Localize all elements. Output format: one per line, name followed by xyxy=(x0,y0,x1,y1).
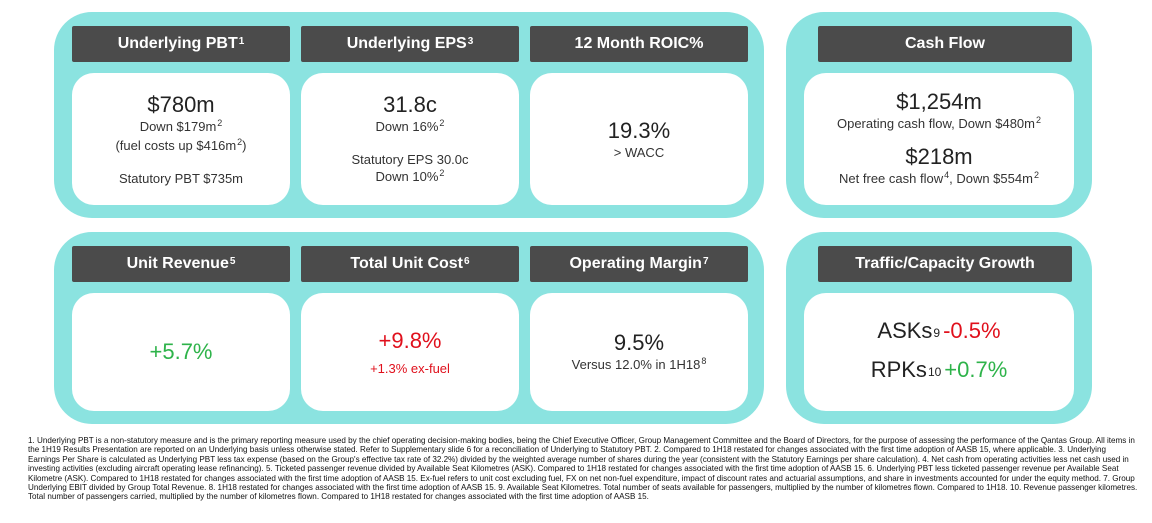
footnote-ref: 10 xyxy=(927,365,942,379)
cash-flow-title: Cash Flow xyxy=(904,35,985,52)
footnote-ref: 2 xyxy=(237,136,243,147)
earnings-panel: Underlying PBT 1 Underlying EPS 3 12 Month… xyxy=(54,12,764,218)
rpks-label: RPKs xyxy=(870,357,927,382)
eps-value: 31.8c xyxy=(383,91,437,117)
roic-note: > WACC xyxy=(613,144,665,160)
total-unit-cost-card: +9.8% +1.3% ex-fuel xyxy=(301,293,519,411)
footnote-ref: 8 xyxy=(701,355,707,366)
underlying-eps-card: 31.8c Down 16%2 Statutory EPS 30.0c Down… xyxy=(301,73,519,205)
traffic-title: Traffic/Capacity Growth xyxy=(855,255,1035,272)
unit-revenue-card: +5.7% xyxy=(72,293,290,411)
net-free-cash-value: $218m xyxy=(905,144,973,169)
total-unit-cost-header: Total Unit Cost 6 xyxy=(301,246,519,282)
cash-flow-card: $1,254m Operating cash flow, Down $480m2… xyxy=(804,73,1074,205)
underlying-pbt-title: Underlying PBT xyxy=(117,35,238,52)
operating-margin-note: Versus 12.0% in 1H18 xyxy=(571,356,701,372)
unit-revenue-value: +5.7% xyxy=(149,339,213,364)
asks-row: ASKs9 -0.5% xyxy=(877,318,1000,347)
operating-margin-card: 9.5% Versus 12.0% in 1H188 xyxy=(530,293,748,411)
pbt-fuel-note: (fuel costs up $416m xyxy=(115,137,237,153)
footnote-ref: 2 xyxy=(439,117,445,128)
traffic-panel: Traffic/Capacity Growth ASKs9 -0.5% RPKs1… xyxy=(786,232,1092,424)
cash-flow-panel: Cash Flow $1,254m Operating cash flow, D… xyxy=(786,12,1092,218)
footnotes: 1. Underlying PBT is a non-statutory mea… xyxy=(28,436,1138,502)
traffic-header: Traffic/Capacity Growth xyxy=(818,246,1072,282)
net-free-cash-note: Net free cash flow xyxy=(839,171,944,186)
eps-change: Down 16% xyxy=(375,118,439,134)
statutory-eps: Statutory EPS 30.0c xyxy=(351,151,469,167)
roic-card: 19.3% > WACC xyxy=(530,73,748,205)
footnote-ref: 9 xyxy=(933,326,941,340)
rpks-value: +0.7% xyxy=(944,357,1008,382)
pbt-value: $780m xyxy=(147,91,215,117)
underlying-eps-header: Underlying EPS 3 xyxy=(301,26,519,62)
operating-cash-value: $1,254m xyxy=(896,89,982,114)
net-free-cash-change: , Down $554m xyxy=(949,171,1033,186)
cash-flow-header: Cash Flow xyxy=(818,26,1072,62)
operating-margin-header: Operating Margin 7 xyxy=(530,246,748,282)
roic-title: 12 Month ROIC% xyxy=(574,35,704,52)
asks-label: ASKs xyxy=(877,318,933,343)
roic-header: 12 Month ROIC% xyxy=(530,26,748,62)
footnote-ref: 2 xyxy=(217,117,223,128)
operating-cash-note: Operating cash flow, Down $480m xyxy=(836,116,1035,131)
traffic-card: ASKs9 -0.5% RPKs10 +0.7% xyxy=(804,293,1074,411)
pbt-change: Down $179m xyxy=(139,118,217,134)
unit-cost-ex-fuel: +1.3% ex-fuel xyxy=(370,360,450,376)
asks-value: -0.5% xyxy=(943,318,1001,343)
operating-margin-value: 9.5% xyxy=(613,329,665,355)
rpks-row: RPKs10 +0.7% xyxy=(871,357,1008,386)
footnote-ref: 2 xyxy=(439,167,445,178)
unit-metrics-panel: Unit Revenue 5 Total Unit Cost 6 Operating… xyxy=(54,232,764,424)
roic-value: 19.3% xyxy=(607,117,671,143)
unit-cost-value: +9.8% xyxy=(378,327,442,353)
footnote-ref: 2 xyxy=(1035,115,1041,125)
unit-revenue-title: Unit Revenue xyxy=(126,255,229,272)
total-unit-cost-title: Total Unit Cost xyxy=(350,255,463,272)
underlying-eps-title: Underlying EPS xyxy=(346,35,467,52)
underlying-pbt-header: Underlying PBT 1 xyxy=(72,26,290,62)
footnote-ref: 4 xyxy=(944,170,950,180)
footnote-ref: 2 xyxy=(1033,170,1039,180)
statutory-eps-change: Down 10% xyxy=(375,168,439,184)
unit-revenue-header: Unit Revenue 5 xyxy=(72,246,290,282)
underlying-pbt-card: $780m Down $179m2 (fuel costs up $416m2)… xyxy=(72,73,290,205)
pbt-fuel-note-end: ) xyxy=(242,137,247,153)
statutory-pbt: Statutory PBT $735m xyxy=(118,170,244,186)
operating-margin-title: Operating Margin xyxy=(569,255,702,272)
